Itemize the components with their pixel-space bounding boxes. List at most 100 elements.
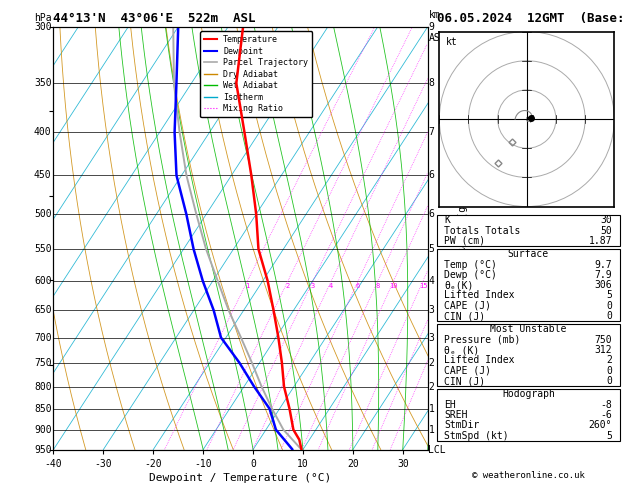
Text: Lifted Index: Lifted Index [445, 291, 515, 300]
Temperature [281, 383, 288, 389]
Dewpoint [236, 360, 243, 366]
Temperature [241, 129, 248, 135]
Parcel Trajectory [214, 278, 221, 284]
Parcel Trajectory [258, 383, 265, 389]
Text: CIN (J): CIN (J) [445, 311, 486, 321]
Temperature [270, 308, 277, 313]
Temperature [289, 427, 297, 433]
Text: 3: 3 [428, 305, 435, 315]
Text: Dewp (°C): Dewp (°C) [445, 270, 498, 280]
Text: 44°13'N  43°06'E  522m  ASL: 44°13'N 43°06'E 522m ASL [53, 12, 256, 25]
Text: K: K [445, 215, 450, 226]
Text: 2: 2 [428, 358, 435, 368]
Line: Parcel Trajectory: Parcel Trajectory [173, 27, 301, 450]
Text: 3: 3 [428, 332, 435, 343]
Text: ASL: ASL [428, 33, 446, 43]
Text: LCL: LCL [428, 445, 446, 454]
Temperature [264, 278, 272, 284]
Text: 6: 6 [428, 171, 435, 180]
Parcel Trajectory [169, 24, 177, 30]
Dewpoint [173, 173, 181, 178]
Text: Temp (°C): Temp (°C) [445, 260, 498, 270]
Line: Dewpoint: Dewpoint [175, 27, 292, 450]
Text: km: km [428, 10, 440, 20]
Text: kt: kt [447, 37, 458, 47]
Text: 6: 6 [428, 209, 435, 219]
Text: StmDir: StmDir [445, 420, 480, 430]
Text: θₑ (K): θₑ (K) [445, 345, 480, 355]
Dewpoint [182, 211, 190, 217]
Text: 1: 1 [428, 404, 435, 414]
Temperature [239, 24, 247, 30]
Text: 10: 10 [389, 283, 398, 289]
Text: 400: 400 [34, 127, 52, 137]
Text: 1.87: 1.87 [589, 236, 612, 246]
Text: -8: -8 [601, 399, 612, 410]
Dewpoint [250, 383, 258, 389]
Text: 500: 500 [34, 209, 52, 219]
Text: Surface: Surface [508, 249, 549, 259]
Text: 260°: 260° [589, 420, 612, 430]
Text: Most Unstable: Most Unstable [490, 325, 567, 334]
Text: 4: 4 [329, 283, 333, 289]
Parcel Trajectory [176, 129, 184, 135]
Temperature [275, 335, 282, 341]
Text: θₑ(K): θₑ(K) [445, 280, 474, 290]
Parcel Trajectory [170, 80, 178, 86]
Text: 8: 8 [428, 78, 435, 88]
Temperature [296, 437, 303, 443]
Text: Lifted Index: Lifted Index [445, 355, 515, 365]
Text: StmSpd (kt): StmSpd (kt) [445, 431, 509, 441]
Text: CIN (J): CIN (J) [445, 376, 486, 386]
Dewpoint [272, 427, 280, 433]
Text: 30: 30 [601, 215, 612, 226]
Text: Mixing Ratio (g/kg): Mixing Ratio (g/kg) [458, 182, 467, 294]
Text: 5: 5 [428, 244, 435, 254]
Text: 750: 750 [34, 358, 52, 368]
Text: 0: 0 [606, 376, 612, 386]
Text: 0: 0 [606, 311, 612, 321]
Text: 306: 306 [594, 280, 612, 290]
Temperature [248, 173, 255, 178]
Temperature [255, 246, 262, 252]
Text: 9.7: 9.7 [594, 260, 612, 270]
Text: 5: 5 [606, 431, 612, 441]
Text: 3: 3 [311, 283, 315, 289]
Dewpoint [190, 246, 198, 252]
Text: 1: 1 [245, 283, 250, 289]
Text: 0: 0 [606, 365, 612, 376]
Parcel Trajectory [225, 308, 233, 313]
Text: 15: 15 [419, 283, 427, 289]
Text: CAPE (J): CAPE (J) [445, 365, 491, 376]
Text: -6: -6 [601, 410, 612, 420]
Bar [437, 249, 620, 321]
Text: 850: 850 [34, 404, 52, 414]
Dewpoint [174, 24, 182, 30]
Text: SREH: SREH [445, 410, 468, 420]
Parcel Trajectory [192, 211, 200, 217]
Text: 300: 300 [34, 22, 52, 32]
Dewpoint [173, 80, 181, 86]
Temperature [233, 80, 240, 86]
Text: 600: 600 [34, 276, 52, 286]
Dewpoint [171, 129, 179, 135]
Text: Hodograph: Hodograph [502, 389, 555, 399]
Bar [437, 215, 620, 246]
X-axis label: Dewpoint / Temperature (°C): Dewpoint / Temperature (°C) [150, 473, 331, 483]
Text: 2: 2 [606, 355, 612, 365]
Parcel Trajectory [269, 406, 276, 412]
Text: 900: 900 [34, 425, 52, 434]
Text: 1: 1 [428, 425, 435, 434]
Text: 650: 650 [34, 305, 52, 315]
Text: EH: EH [445, 399, 456, 410]
Text: CAPE (J): CAPE (J) [445, 301, 491, 311]
Text: 950: 950 [34, 445, 52, 454]
Text: 700: 700 [34, 332, 52, 343]
Text: 6: 6 [356, 283, 360, 289]
Bar [437, 324, 620, 386]
Text: 8: 8 [376, 283, 380, 289]
Text: PW (cm): PW (cm) [445, 236, 486, 246]
Temperature [278, 360, 286, 366]
Temperature [298, 447, 305, 452]
Text: 50: 50 [601, 226, 612, 236]
